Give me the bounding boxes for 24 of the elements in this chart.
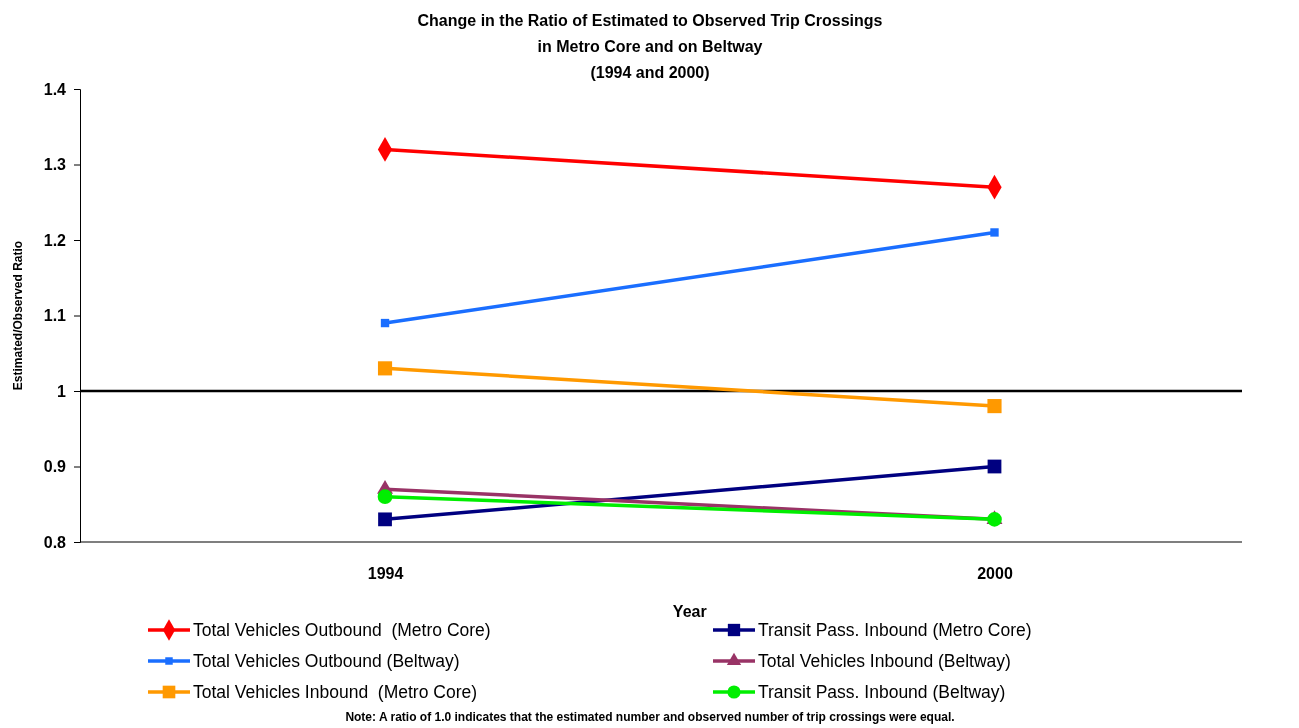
legend-label: Total Vehicles Inbound (Metro Core) xyxy=(193,682,478,702)
point xyxy=(987,399,1002,414)
legend-label: Transit Pass. Inbound (Beltway) xyxy=(758,682,1006,702)
y-tick-label: 1 xyxy=(57,382,67,400)
y-axis-title: Estimated/Observed Ratio xyxy=(11,240,25,391)
point xyxy=(990,228,999,237)
y-tick-label: 1.4 xyxy=(43,80,67,98)
text: Note: A ratio of 1.0 indicates that the estimated number and observed number of trip crossings were equal. xyxy=(345,710,955,724)
chart-title: Change in the Ratio of Estimated to Observed Trip Crossings in Metro Core and on Beltway (1994 and 2000) xyxy=(417,12,883,81)
x-tick-label: 2000 xyxy=(977,565,1013,583)
legend-label: Total Vehicles Outbound (Metro Core) xyxy=(193,620,491,640)
y-tick-label: 0.9 xyxy=(43,458,67,476)
legend-label: Total Vehicles Outbound (Beltway) xyxy=(193,651,460,671)
y-tick-label: 0.8 xyxy=(43,533,67,551)
x-axis-title: Year xyxy=(672,603,707,620)
point xyxy=(377,361,393,376)
point xyxy=(378,512,392,527)
legend-label: Transit Pass. Inbound (Metro Core) xyxy=(758,620,1032,640)
legend-label: Total Vehicles Inbound (Beltway) xyxy=(758,651,1011,671)
y-tick-label: 1.2 xyxy=(43,231,67,249)
x-tick-label: 1994 xyxy=(367,565,404,583)
point xyxy=(380,318,390,328)
y-tick-label: 1.3 xyxy=(43,156,67,174)
y-tick-label: 1.1 xyxy=(43,307,67,325)
